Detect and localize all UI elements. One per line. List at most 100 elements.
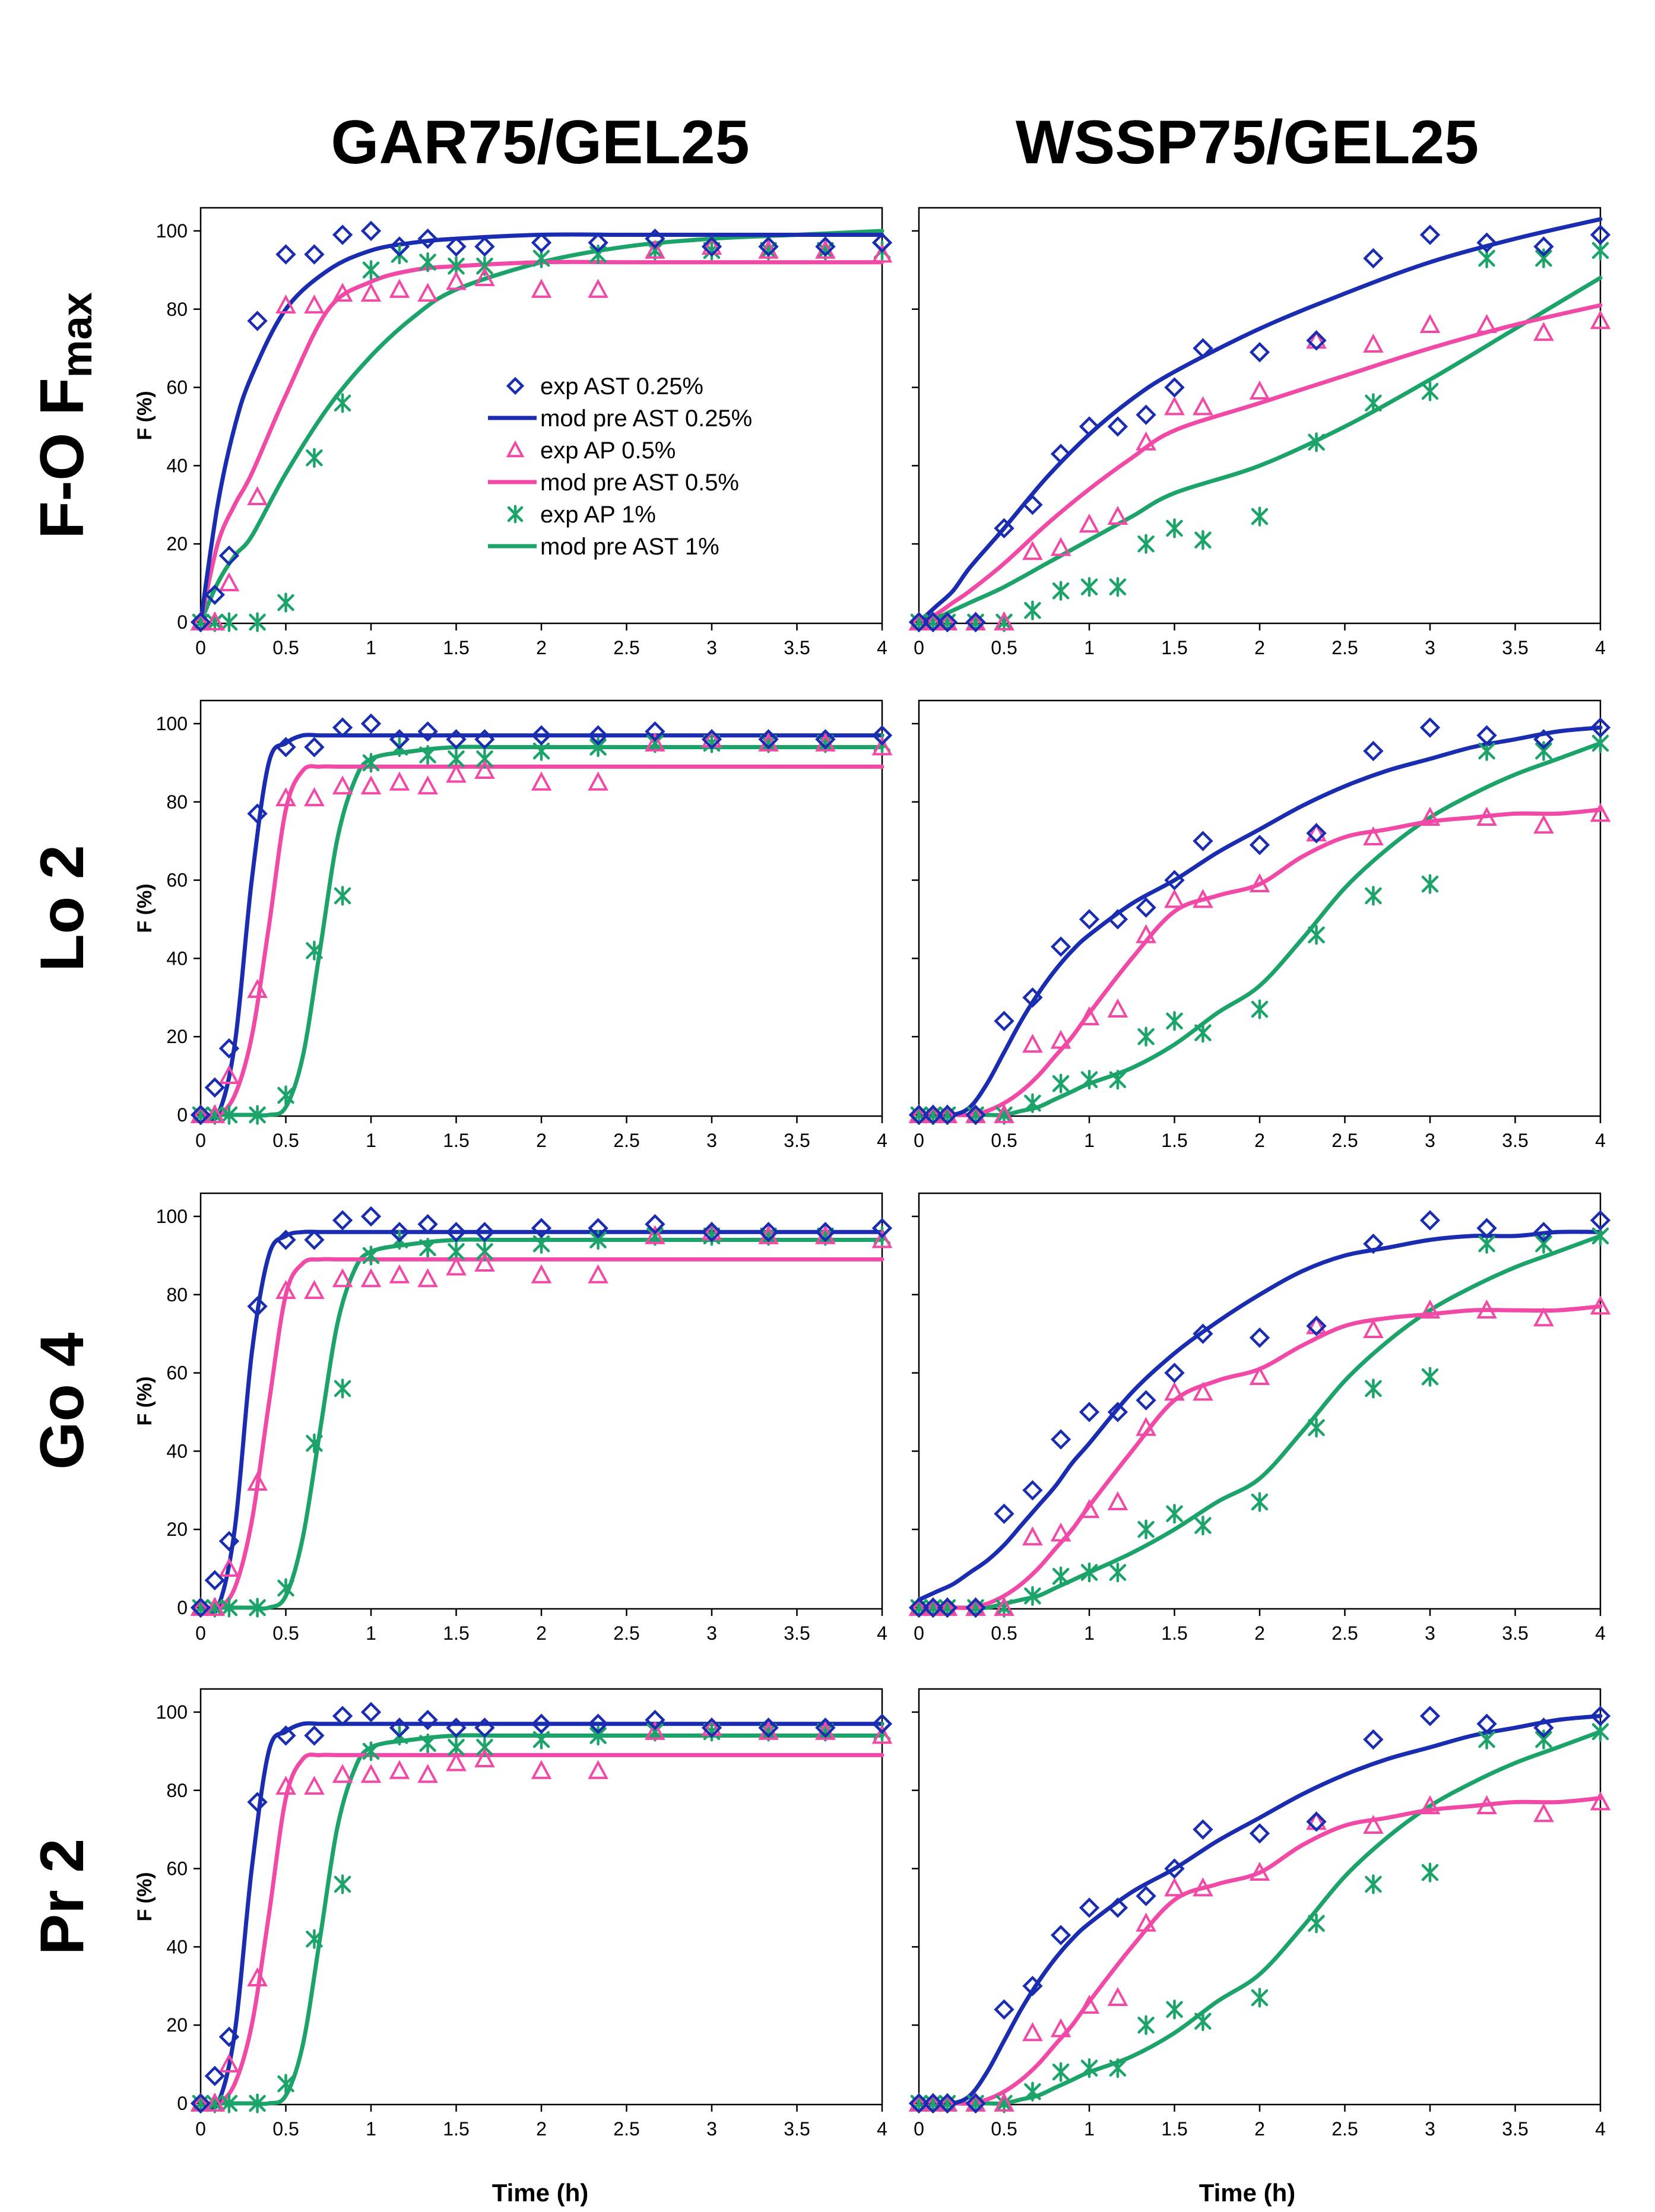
point-exp-ast-0-25	[645, 721, 665, 742]
row-labels: F-O Fmax Lo 2 Go 4 Pr 2	[28, 292, 101, 1955]
point-exp-ap-1	[1024, 1093, 1041, 1113]
point-exp-ast-0-25	[417, 1213, 438, 1235]
point-exp-ap-1	[220, 1105, 238, 1125]
point-exp-ap-1	[1109, 1070, 1127, 1090]
x-tick-label: 0.5	[991, 2118, 1017, 2140]
model-line-mod-pre-ast-0-25	[198, 232, 884, 625]
x-tick-label: 1	[1084, 637, 1095, 658]
point-exp-ap-0-5	[645, 732, 665, 752]
point-exp-ap-0-5	[474, 1748, 495, 1767]
point-exp-ap-0-5	[204, 2092, 226, 2112]
x-tick-label: 3	[1425, 1130, 1435, 1151]
point-exp-ast-0-25	[417, 1709, 438, 1731]
panel-go-4-gar75-gel25: 0 20 40 60 80 100 0 0.5 1 1.5 2 2.5 3 3.5 4 F (%)	[134, 1192, 893, 1644]
point-exp-ast-0-25	[360, 713, 382, 734]
x-tick-label: 3.5	[1502, 637, 1528, 658]
point-exp-ast-0-25	[758, 729, 779, 750]
point-exp-ap-0-5	[446, 271, 467, 290]
point-exp-ast-0-25	[446, 1222, 467, 1243]
point-exp-ap-0-5	[1193, 1877, 1213, 1897]
point-exp-ast-0-25	[908, 2093, 930, 2114]
x-tick-label: 1.5	[443, 637, 469, 658]
y-tick-label: 40	[166, 1440, 188, 1462]
point-exp-ast-0-25	[1306, 330, 1327, 351]
point-exp-ast-0-25	[218, 1038, 240, 1059]
x-tick-label: 4	[1595, 637, 1606, 658]
point-exp-ap-1	[1080, 1563, 1098, 1583]
point-exp-ap-1	[334, 886, 351, 906]
x-tick-label: 3.5	[784, 1130, 810, 1151]
x-tick-label: 0.5	[991, 1622, 1017, 1644]
point-exp-ap-0-5	[417, 1764, 438, 1783]
point-exp-ap-1	[1052, 2062, 1070, 2082]
point-exp-ap-0-5	[360, 1268, 382, 1288]
point-exp-ast-0-25	[1590, 1210, 1611, 1231]
point-exp-ast-0-25	[332, 717, 353, 738]
legend-entry-exp-ap-1: exp AP 1%	[507, 502, 656, 528]
point-exp-ast-0-25	[304, 244, 325, 265]
model-line-mod-pre-ast-1	[917, 1729, 1603, 2106]
legend-entry-mod-pre-ast-0-5: mod pre AST 0.5%	[488, 470, 739, 496]
x-tick-label: 1.5	[1161, 1622, 1187, 1644]
x-tick-label: 1.5	[1161, 1130, 1187, 1151]
x-tick-label: 3	[1425, 637, 1435, 658]
point-exp-ap-0-5	[1193, 396, 1213, 416]
point-exp-ap-1	[220, 612, 238, 632]
point-exp-ap-0-5	[1249, 873, 1270, 893]
point-exp-ap-1	[362, 753, 380, 773]
point-exp-ap-0-5	[1363, 333, 1384, 353]
x-tick-label: 1.5	[1161, 637, 1187, 658]
point-exp-ap-0-5	[1590, 310, 1611, 329]
point-exp-ast-0-25	[218, 2026, 240, 2048]
legend: exp AST 0.25% mod pre AST 0.25% exp AP 0.5…	[488, 373, 752, 560]
model-line-mod-pre-ast-1	[917, 1234, 1603, 1610]
point-exp-ast-0-25	[815, 1222, 836, 1243]
point-exp-ast-0-25	[1050, 1925, 1071, 1945]
point-exp-ast-0-25	[1590, 717, 1611, 738]
point-exp-ap-1	[1194, 1515, 1212, 1536]
point-exp-ast-0-25	[247, 1792, 268, 1812]
x-tick-label: 3.5	[1502, 1130, 1528, 1151]
y-axis-label: F (%)	[134, 391, 156, 440]
point-exp-ast-0-25	[1136, 1390, 1156, 1411]
x-tick-label: 4	[877, 2118, 887, 2140]
x-tick-label: 4	[877, 1622, 887, 1644]
point-exp-ast-0-25	[701, 729, 722, 750]
legend-entry-exp-ast-0-25: exp AST 0.25%	[506, 373, 703, 400]
point-exp-ast-0-25	[1419, 1210, 1441, 1231]
point-exp-ap-0-5	[417, 1268, 438, 1288]
point-exp-ap-0-5	[446, 763, 467, 783]
point-exp-ast-0-25	[531, 725, 552, 746]
point-exp-ast-0-25	[360, 220, 382, 242]
panel-pr-2-gar75-gel25: 0 20 40 60 80 100 0 0.5 1 1.5 2 2.5 3 3.5 4 F (%)	[134, 1688, 893, 2140]
legend-asterisk-swatch	[507, 505, 524, 524]
point-exp-ast-0-25	[531, 232, 552, 253]
point-exp-ap-0-5	[275, 787, 296, 807]
x-tick-label: 2	[1254, 2118, 1265, 2140]
point-exp-ap-1	[1109, 577, 1127, 597]
point-exp-ap-0-5	[446, 1752, 467, 1771]
point-exp-ast-0-25	[588, 1713, 608, 1734]
point-exp-ap-0-5	[1022, 2022, 1043, 2042]
point-exp-ap-1	[1080, 577, 1098, 597]
point-exp-ap-1	[249, 612, 266, 632]
point-exp-ast-0-25	[1590, 224, 1611, 245]
point-exp-ast-0-25	[389, 729, 410, 750]
point-exp-ast-0-25	[204, 1570, 226, 1591]
point-exp-ap-0-5	[1079, 1006, 1100, 1026]
x-tick-label: 3.5	[1502, 1622, 1528, 1644]
y-tick-label: 80	[166, 1284, 188, 1305]
point-exp-ast-0-25	[304, 737, 325, 758]
point-exp-ap-1	[1109, 2058, 1127, 2078]
point-exp-ap-0-5	[871, 1725, 893, 1744]
point-exp-ast-0-25	[1164, 1858, 1185, 1879]
x-tick-label: 2.5	[1331, 2118, 1358, 2140]
legend-entry-mod-pre-ast-0-25: mod pre AST 0.25%	[488, 405, 752, 432]
y-axis-label: F (%)	[134, 1376, 156, 1425]
point-exp-ast-0-25	[815, 729, 836, 750]
y-axis-label: F (%)	[134, 1872, 156, 1921]
point-exp-ast-0-25	[417, 228, 438, 249]
point-exp-ap-0-5	[446, 1256, 467, 1276]
model-line-mod-pre-ast-1	[917, 275, 1603, 625]
panel-f-o-fmax-wssp75-gel25: 0 0.5 1 1.5 2 2.5 3 3.5 4	[908, 207, 1611, 658]
